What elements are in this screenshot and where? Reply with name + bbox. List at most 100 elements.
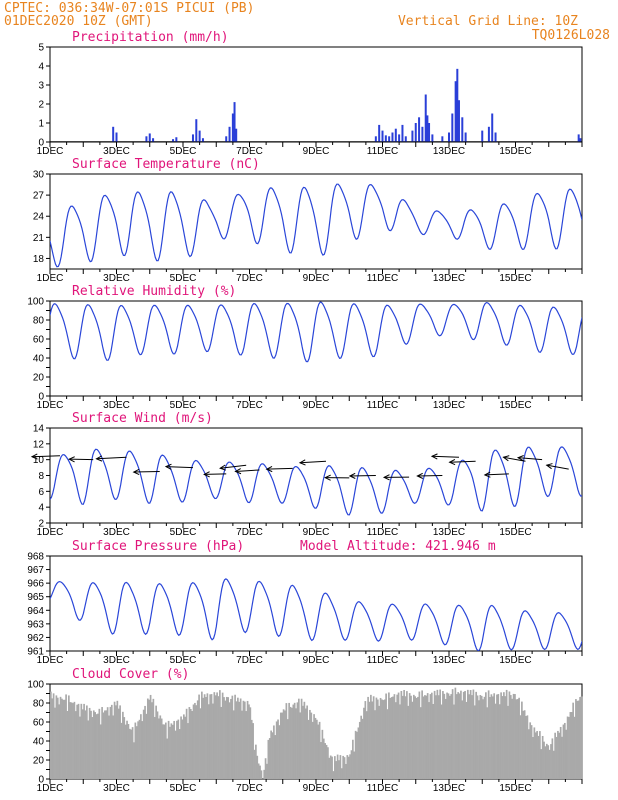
cloud-bar [539,731,541,779]
cloud-bar [417,696,419,779]
cloud-bar [501,696,504,779]
temp-y-label: 24 [33,212,45,223]
precip-bar [201,138,204,142]
cloud-bar [249,707,252,779]
cloud-bar [550,744,552,779]
cloud-bar [374,710,376,779]
cloud-bar [80,703,83,779]
cloud-bar [159,715,162,779]
cloud-bar [166,738,169,779]
cloud-bar [217,696,220,779]
cloud-bar [411,701,414,779]
cloud-bar [50,691,52,779]
cloud-bar [544,746,547,779]
cloud-bar [205,696,207,779]
cloud-bar [84,710,87,779]
cloud-bar [198,694,200,779]
wind-arrow [298,459,327,466]
cloud-bar [275,721,278,779]
precip-bar [454,81,457,142]
cloud-bar [90,710,92,779]
cloud-bar [303,701,306,779]
cloud-bar [232,710,235,779]
cloud-bar [299,712,302,779]
cloud-bar [529,722,532,779]
wind-title: Surface Wind (m/s) [72,411,213,426]
cloud-bar [223,697,225,779]
pres-y-label: 967 [27,565,44,576]
rh-y-label: 0 [38,392,44,403]
cloud-bar [511,698,514,779]
cloud-bar [421,690,423,779]
cloud-bar [153,716,156,779]
cloud-bar [324,743,326,779]
cloud-y-label: 20 [33,756,45,767]
pres-series-line [50,578,582,651]
cloud-bar [219,690,221,779]
cloud-y-label: 40 [33,737,45,748]
cloud-bar [112,715,115,779]
cloud-bar [378,705,381,779]
rh-x-label: 11DEC [367,400,399,411]
wind-x-label: 3DEC [103,527,130,538]
wind-arrow [265,465,293,473]
cloud-bar [439,689,441,779]
cloud-bar [503,692,505,779]
wind-arrow [348,472,376,479]
cloud-bar [491,696,494,779]
precip-bar [388,136,391,142]
wind-arrow-shaft [449,460,476,463]
cloud-x-label: 5DEC [170,783,197,794]
cloud-bar [537,735,540,779]
cloud-bar [180,716,182,779]
cloud-bar [144,705,146,779]
cloud-bar [194,702,196,779]
cloud-bar [356,731,358,779]
cloud-bar [339,755,342,779]
run-id: TQ0126L028 [532,28,610,43]
cloud-bar [487,690,490,779]
cloud-bar [403,689,405,779]
cloud-bar [117,708,120,779]
cloud-bar [545,743,548,779]
cloud-bar [248,704,250,779]
cloud-bar [410,695,412,779]
cloud-bar [210,694,213,779]
cloud-bar [443,693,446,779]
cloud-bar [494,703,497,779]
wind-arrow-shaft [503,456,526,462]
wind-arrow-head [265,465,273,473]
temp-x-label: 13DEC [433,273,465,284]
wind-arrow [545,463,569,470]
cloud-bar [106,707,109,779]
cloud-bar [519,715,522,779]
cloud-bar [300,698,303,779]
cloud-bar [286,719,289,779]
cloud-bar [145,713,148,779]
cloud-bar [559,726,562,779]
cloud-bar [496,694,498,779]
cloud-bar [86,705,88,779]
wind-y-label: 10 [33,455,45,466]
wind-arrow-head [164,463,172,470]
precip-bar [421,126,424,142]
cloud-bar [483,696,486,779]
cloud-bar [178,729,181,779]
precip-bar [411,130,414,142]
wind-x-label: 15DEC [499,527,531,538]
cloud-bar [379,697,382,779]
rh-x-label: 15DEC [499,400,531,411]
precip-bar [461,117,464,142]
precip-x-label: 15DEC [499,146,531,157]
cloud-bar [97,713,99,779]
cloud-bar [472,689,475,779]
cloud-bar [99,724,102,779]
wind-arrow-head [416,472,424,479]
rh-x-label: 3DEC [103,400,130,411]
precip-bar [152,138,155,142]
pres-y-label: 964 [27,606,44,617]
cloud-bar [429,694,432,779]
cloud-bar [426,693,429,779]
precip-bar [414,123,417,142]
cloud-bar [274,735,277,779]
